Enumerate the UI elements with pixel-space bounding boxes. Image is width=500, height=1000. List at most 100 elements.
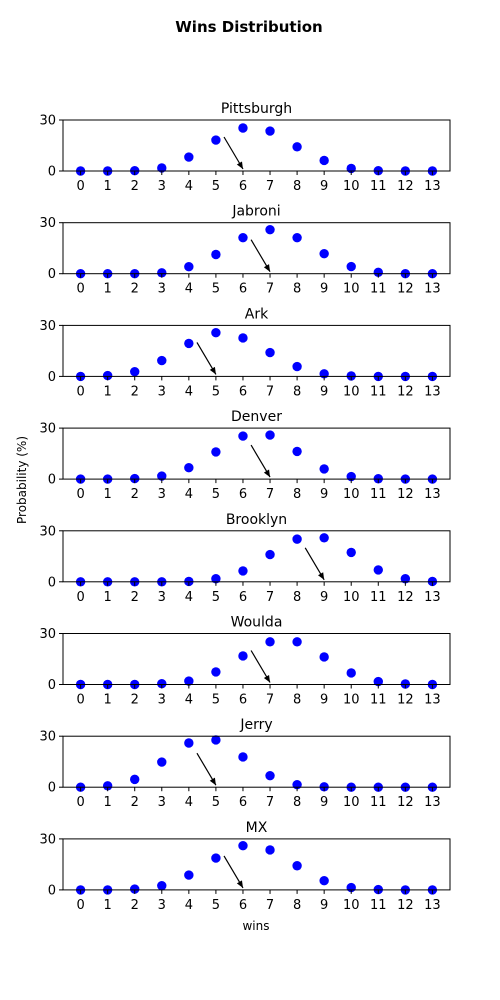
x-tick-label: 13 — [424, 898, 441, 913]
x-tick-label: 10 — [343, 795, 360, 810]
x-tick-label: 1 — [104, 282, 112, 297]
x-tick-label: 9 — [320, 898, 328, 913]
data-point — [184, 676, 194, 686]
data-point — [292, 637, 302, 647]
x-tick-label: 8 — [293, 487, 301, 502]
data-point — [238, 752, 248, 762]
annotation-arrow-head — [263, 264, 271, 272]
axes-frame — [62, 324, 451, 377]
data-point — [292, 534, 302, 544]
data-point — [400, 574, 411, 584]
data-point — [211, 447, 221, 457]
x-tick-label: 12 — [397, 179, 414, 194]
x-tick-label: 4 — [185, 795, 193, 810]
x-tick-label: 6 — [239, 898, 247, 913]
x-tick-label: 3 — [158, 179, 166, 194]
data-point — [157, 268, 167, 278]
x-tick-label: 10 — [343, 487, 360, 502]
x-tick-label: 13 — [424, 384, 441, 399]
data-point — [292, 861, 302, 871]
data-point — [130, 366, 140, 377]
subplot-title: Jerry — [239, 717, 272, 733]
x-tick-label: 8 — [293, 590, 301, 605]
data-point — [130, 473, 140, 484]
data-point — [184, 262, 194, 272]
data-point — [265, 430, 275, 440]
x-tick-label: 12 — [397, 795, 414, 810]
x-tick-label: 13 — [424, 795, 441, 810]
data-point — [184, 738, 194, 748]
data-point — [211, 667, 221, 677]
y-tick-label: 30 — [39, 832, 56, 847]
x-tick-label: 11 — [370, 384, 387, 399]
x-tick-label: 6 — [239, 384, 247, 399]
x-tick-label: 2 — [131, 282, 139, 297]
data-point — [265, 224, 275, 235]
annotation-arrow-head — [209, 777, 216, 786]
data-point — [292, 142, 302, 152]
x-axis-label: wins — [242, 919, 269, 933]
x-tick-label: 1 — [104, 795, 112, 810]
y-tick-label: 30 — [39, 319, 56, 334]
x-tick-label: 13 — [424, 282, 441, 297]
data-point — [373, 565, 383, 575]
x-tick-label: 13 — [424, 693, 441, 708]
x-tick-label: 5 — [212, 898, 220, 913]
y-tick-label: 0 — [48, 473, 56, 488]
data-point — [346, 261, 356, 272]
data-point — [265, 845, 275, 855]
data-point — [184, 338, 194, 349]
data-point — [319, 155, 329, 166]
axes-frame — [62, 427, 451, 480]
annotation-arrow-head — [236, 161, 243, 169]
data-point — [265, 347, 275, 358]
x-tick-label: 10 — [343, 898, 360, 913]
x-tick-label: 7 — [266, 590, 274, 605]
x-tick-label: 9 — [320, 693, 328, 708]
x-tick-label: 7 — [266, 693, 274, 708]
x-tick-label: 0 — [76, 590, 84, 605]
x-tick-label: 13 — [424, 487, 441, 502]
data-point — [157, 471, 167, 481]
x-tick-label: 8 — [293, 384, 301, 399]
x-tick-label: 7 — [266, 487, 274, 502]
data-point — [130, 774, 140, 785]
y-tick-label: 30 — [39, 730, 56, 745]
x-tick-label: 7 — [266, 384, 274, 399]
x-tick-label: 0 — [76, 384, 84, 399]
x-tick-label: 2 — [131, 590, 139, 605]
x-tick-label: 10 — [343, 693, 360, 708]
x-tick-label: 11 — [370, 795, 387, 810]
x-tick-label: 5 — [212, 795, 220, 810]
x-tick-label: 0 — [76, 487, 84, 502]
data-point — [211, 249, 221, 260]
subplot-title: Denver — [231, 409, 282, 425]
data-point — [211, 574, 221, 584]
data-point — [130, 884, 140, 894]
data-point — [238, 123, 248, 133]
data-point — [238, 333, 248, 343]
axes-frame — [62, 119, 451, 172]
x-tick-label: 8 — [293, 795, 301, 810]
y-tick-label: 30 — [39, 114, 56, 129]
x-tick-label: 0 — [76, 898, 84, 913]
x-tick-label: 8 — [293, 179, 301, 194]
x-tick-label: 4 — [185, 384, 193, 399]
x-tick-label: 2 — [131, 384, 139, 399]
data-point — [265, 637, 275, 647]
y-tick-label: 0 — [48, 678, 56, 693]
x-tick-label: 0 — [76, 179, 84, 194]
x-tick-label: 5 — [212, 487, 220, 502]
x-tick-label: 0 — [76, 795, 84, 810]
x-tick-label: 2 — [131, 898, 139, 913]
data-point — [400, 679, 411, 689]
x-tick-label: 4 — [185, 487, 193, 502]
x-tick-label: 10 — [343, 282, 360, 297]
x-tick-label: 11 — [370, 282, 387, 297]
x-tick-label: 8 — [293, 693, 301, 708]
y-tick-label: 0 — [48, 165, 56, 180]
x-tick-label: 11 — [370, 898, 387, 913]
